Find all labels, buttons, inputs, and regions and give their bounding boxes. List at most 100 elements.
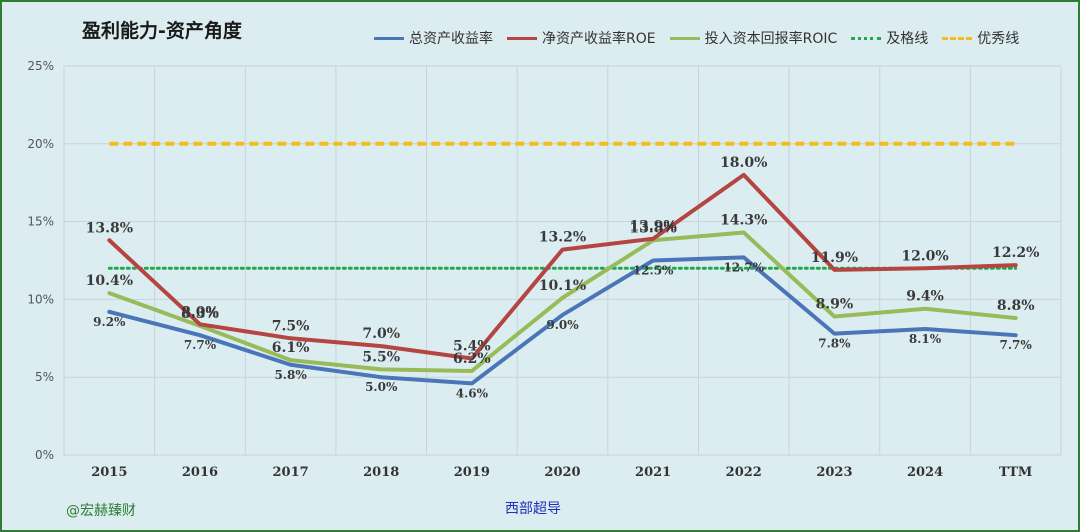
data-label: 6.1% (272, 340, 310, 356)
data-point (107, 238, 111, 242)
data-point (1014, 263, 1018, 267)
legend-swatch (374, 36, 404, 40)
y-tick-label: 5% (35, 370, 54, 384)
data-point (470, 357, 474, 361)
data-label: 5.5% (362, 349, 400, 365)
legend: 总资产收益率 净资产收益率ROE 投入资本回报率ROIC 及格线 优秀线 (374, 28, 1019, 48)
data-label: 10.4% (86, 273, 133, 289)
data-point (742, 230, 746, 234)
data-point (651, 259, 655, 262)
legend-item-roic: 投入资本回报率ROIC (669, 28, 838, 48)
data-label: 7.8% (818, 337, 851, 351)
data-label: 5.0% (365, 380, 398, 394)
data-label: 8.0% (181, 304, 219, 320)
data-point (379, 367, 383, 371)
data-label: 10.1% (539, 278, 586, 294)
data-label: 11.9% (811, 250, 858, 266)
legend-swatch (942, 36, 973, 40)
x-tick-label: 2021 (635, 465, 671, 480)
data-point (289, 358, 293, 362)
data-point (107, 310, 111, 314)
legend-swatch (507, 36, 537, 40)
data-point (379, 344, 383, 348)
x-tick-label: 2023 (816, 465, 852, 480)
data-label: 18.0% (720, 155, 767, 171)
data-label: 14.3% (720, 212, 767, 228)
data-label: 5.8% (274, 368, 307, 382)
data-label: 12.5% (633, 264, 674, 278)
x-tick-label: TTM (999, 465, 1032, 480)
x-tick-label: 2015 (91, 465, 127, 480)
data-point (832, 268, 836, 272)
data-label: 13.2% (539, 230, 586, 246)
y-tick-label: 10% (27, 292, 54, 306)
data-label: 13.8% (86, 220, 133, 236)
data-label: 9.4% (906, 289, 944, 305)
data-point (923, 307, 927, 311)
data-label: 8.1% (909, 332, 942, 346)
data-point (198, 322, 202, 326)
data-label: 8.3% (181, 306, 219, 322)
data-label: 8.9% (816, 297, 854, 313)
x-tick-label: 2024 (907, 465, 943, 480)
legend-item-total-assets: 总资产收益率 (374, 28, 493, 48)
data-label: 4.6% (456, 386, 489, 400)
legend-swatch (669, 36, 700, 40)
x-tick-label: 2022 (726, 465, 762, 480)
data-point (651, 237, 655, 241)
watermark: @宏赫臻财 (66, 503, 136, 519)
data-point (289, 363, 293, 367)
data-label: 9.2% (93, 315, 126, 329)
data-label: 5.4% (453, 339, 491, 355)
data-label: 12.0% (901, 248, 948, 264)
data-point (107, 291, 111, 295)
data-point (198, 333, 202, 337)
data-point (923, 327, 927, 331)
data-point (561, 248, 564, 252)
data-point (470, 381, 474, 385)
legend-item-excellent-line: 优秀线 (942, 28, 1019, 48)
legend-label: 及格线 (886, 31, 929, 47)
y-tick-label: 20% (27, 137, 54, 151)
data-label: 7.7% (184, 338, 217, 352)
y-tick-label: 25% (27, 59, 54, 73)
x-tick-label: 2020 (544, 465, 580, 480)
data-point (832, 315, 836, 319)
data-point (742, 255, 746, 259)
legend-item-roe: 净资产收益率ROE (507, 28, 656, 48)
data-label: 12.2% (992, 245, 1039, 261)
data-point (832, 332, 836, 336)
legend-label: 投入资本回报率ROIC (704, 31, 838, 47)
data-label: 7.7% (1000, 338, 1033, 352)
x-tick-label: 2016 (182, 465, 218, 480)
data-label: 7.5% (272, 318, 310, 334)
data-point (742, 173, 746, 177)
data-label: 12.7% (723, 260, 764, 274)
data-label: 6.2% (453, 351, 491, 367)
data-point (470, 369, 474, 373)
data-label: 7.0% (362, 326, 400, 342)
x-tick-label: 2018 (363, 465, 399, 480)
y-tick-label: 0% (35, 448, 54, 462)
x-tick-label: 2017 (272, 465, 308, 480)
data-label: 8.8% (997, 298, 1035, 314)
data-point (561, 313, 564, 317)
y-tick-label: 15% (27, 215, 54, 229)
data-label: 13.9% (629, 219, 676, 235)
x-tick-label: 2019 (454, 465, 490, 480)
legend-label: 优秀线 (977, 31, 1020, 47)
data-point (1014, 333, 1018, 337)
source-label: 西部超导 (505, 501, 561, 517)
chart-title: 盈利能力-资产角度 (82, 20, 242, 42)
legend-swatch (851, 36, 882, 40)
data-point (1014, 316, 1018, 320)
data-point (561, 296, 564, 300)
data-label: 9.0% (546, 318, 579, 332)
legend-label: 总资产收益率 (409, 31, 493, 47)
legend-label: 净资产收益率ROE (542, 31, 656, 47)
data-point (289, 336, 293, 340)
data-point (379, 375, 383, 379)
data-label: 13.8% (629, 220, 676, 236)
